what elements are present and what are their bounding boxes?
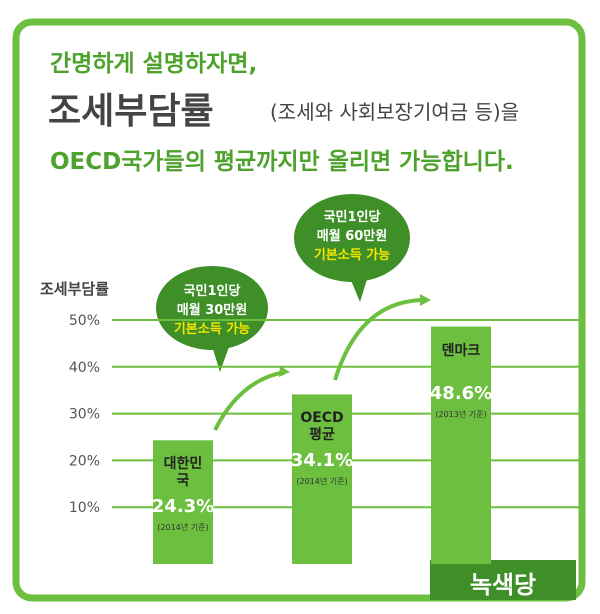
- note: (2013년 기준): [435, 409, 487, 419]
- category-label: 덴마크: [441, 342, 481, 359]
- bar: [292, 394, 352, 564]
- bar: [431, 326, 491, 564]
- brand-box: [430, 560, 576, 600]
- value-label: 34.1%: [290, 450, 354, 472]
- callout-text: 국민1인당: [323, 210, 381, 225]
- value-label: 48.6%: [429, 382, 493, 404]
- callout-text: 매월 30만원: [176, 303, 248, 318]
- callout-bubble: [294, 194, 410, 282]
- headline: 간명하게 설명하자면,: [50, 51, 258, 77]
- arrow-head: [420, 294, 431, 306]
- callout-text: 기본소득 가능: [173, 322, 251, 337]
- frame: [12, 18, 586, 602]
- category-label: 대한민국: [163, 456, 203, 490]
- callout-bubble: [156, 266, 268, 350]
- y-tick-label: 20%: [69, 453, 100, 469]
- headline: 조세부담률: [48, 91, 214, 132]
- note: (2014년 기준): [157, 523, 209, 533]
- callout-tail: [212, 344, 230, 372]
- callout-text: 기본소득 가능: [313, 248, 391, 263]
- note: (2014년 기준): [296, 477, 348, 487]
- headline: OECD국가들의 평균까지만 올리면 가능합니다.: [50, 149, 514, 175]
- arrow-head: [279, 366, 290, 377]
- callout-tail: [350, 276, 368, 302]
- y-axis-label: 조세부담률: [40, 280, 110, 298]
- arrow: [333, 298, 426, 381]
- headline: (조세와 사회보장기여금 등)을: [270, 100, 520, 124]
- y-tick-label: 50%: [69, 313, 100, 329]
- bar: [153, 440, 213, 564]
- value-label: 24.3%: [151, 496, 215, 518]
- brand: 녹색당: [469, 571, 537, 599]
- callout-text: 국민1인당: [183, 284, 241, 299]
- y-tick-label: 10%: [69, 500, 100, 516]
- arrow: [213, 370, 286, 431]
- y-tick-label: 30%: [69, 407, 100, 423]
- callout-text: 매월 60만원: [316, 229, 388, 244]
- y-tick-label: 40%: [69, 360, 100, 376]
- category-label: OECD 평균: [300, 410, 344, 444]
